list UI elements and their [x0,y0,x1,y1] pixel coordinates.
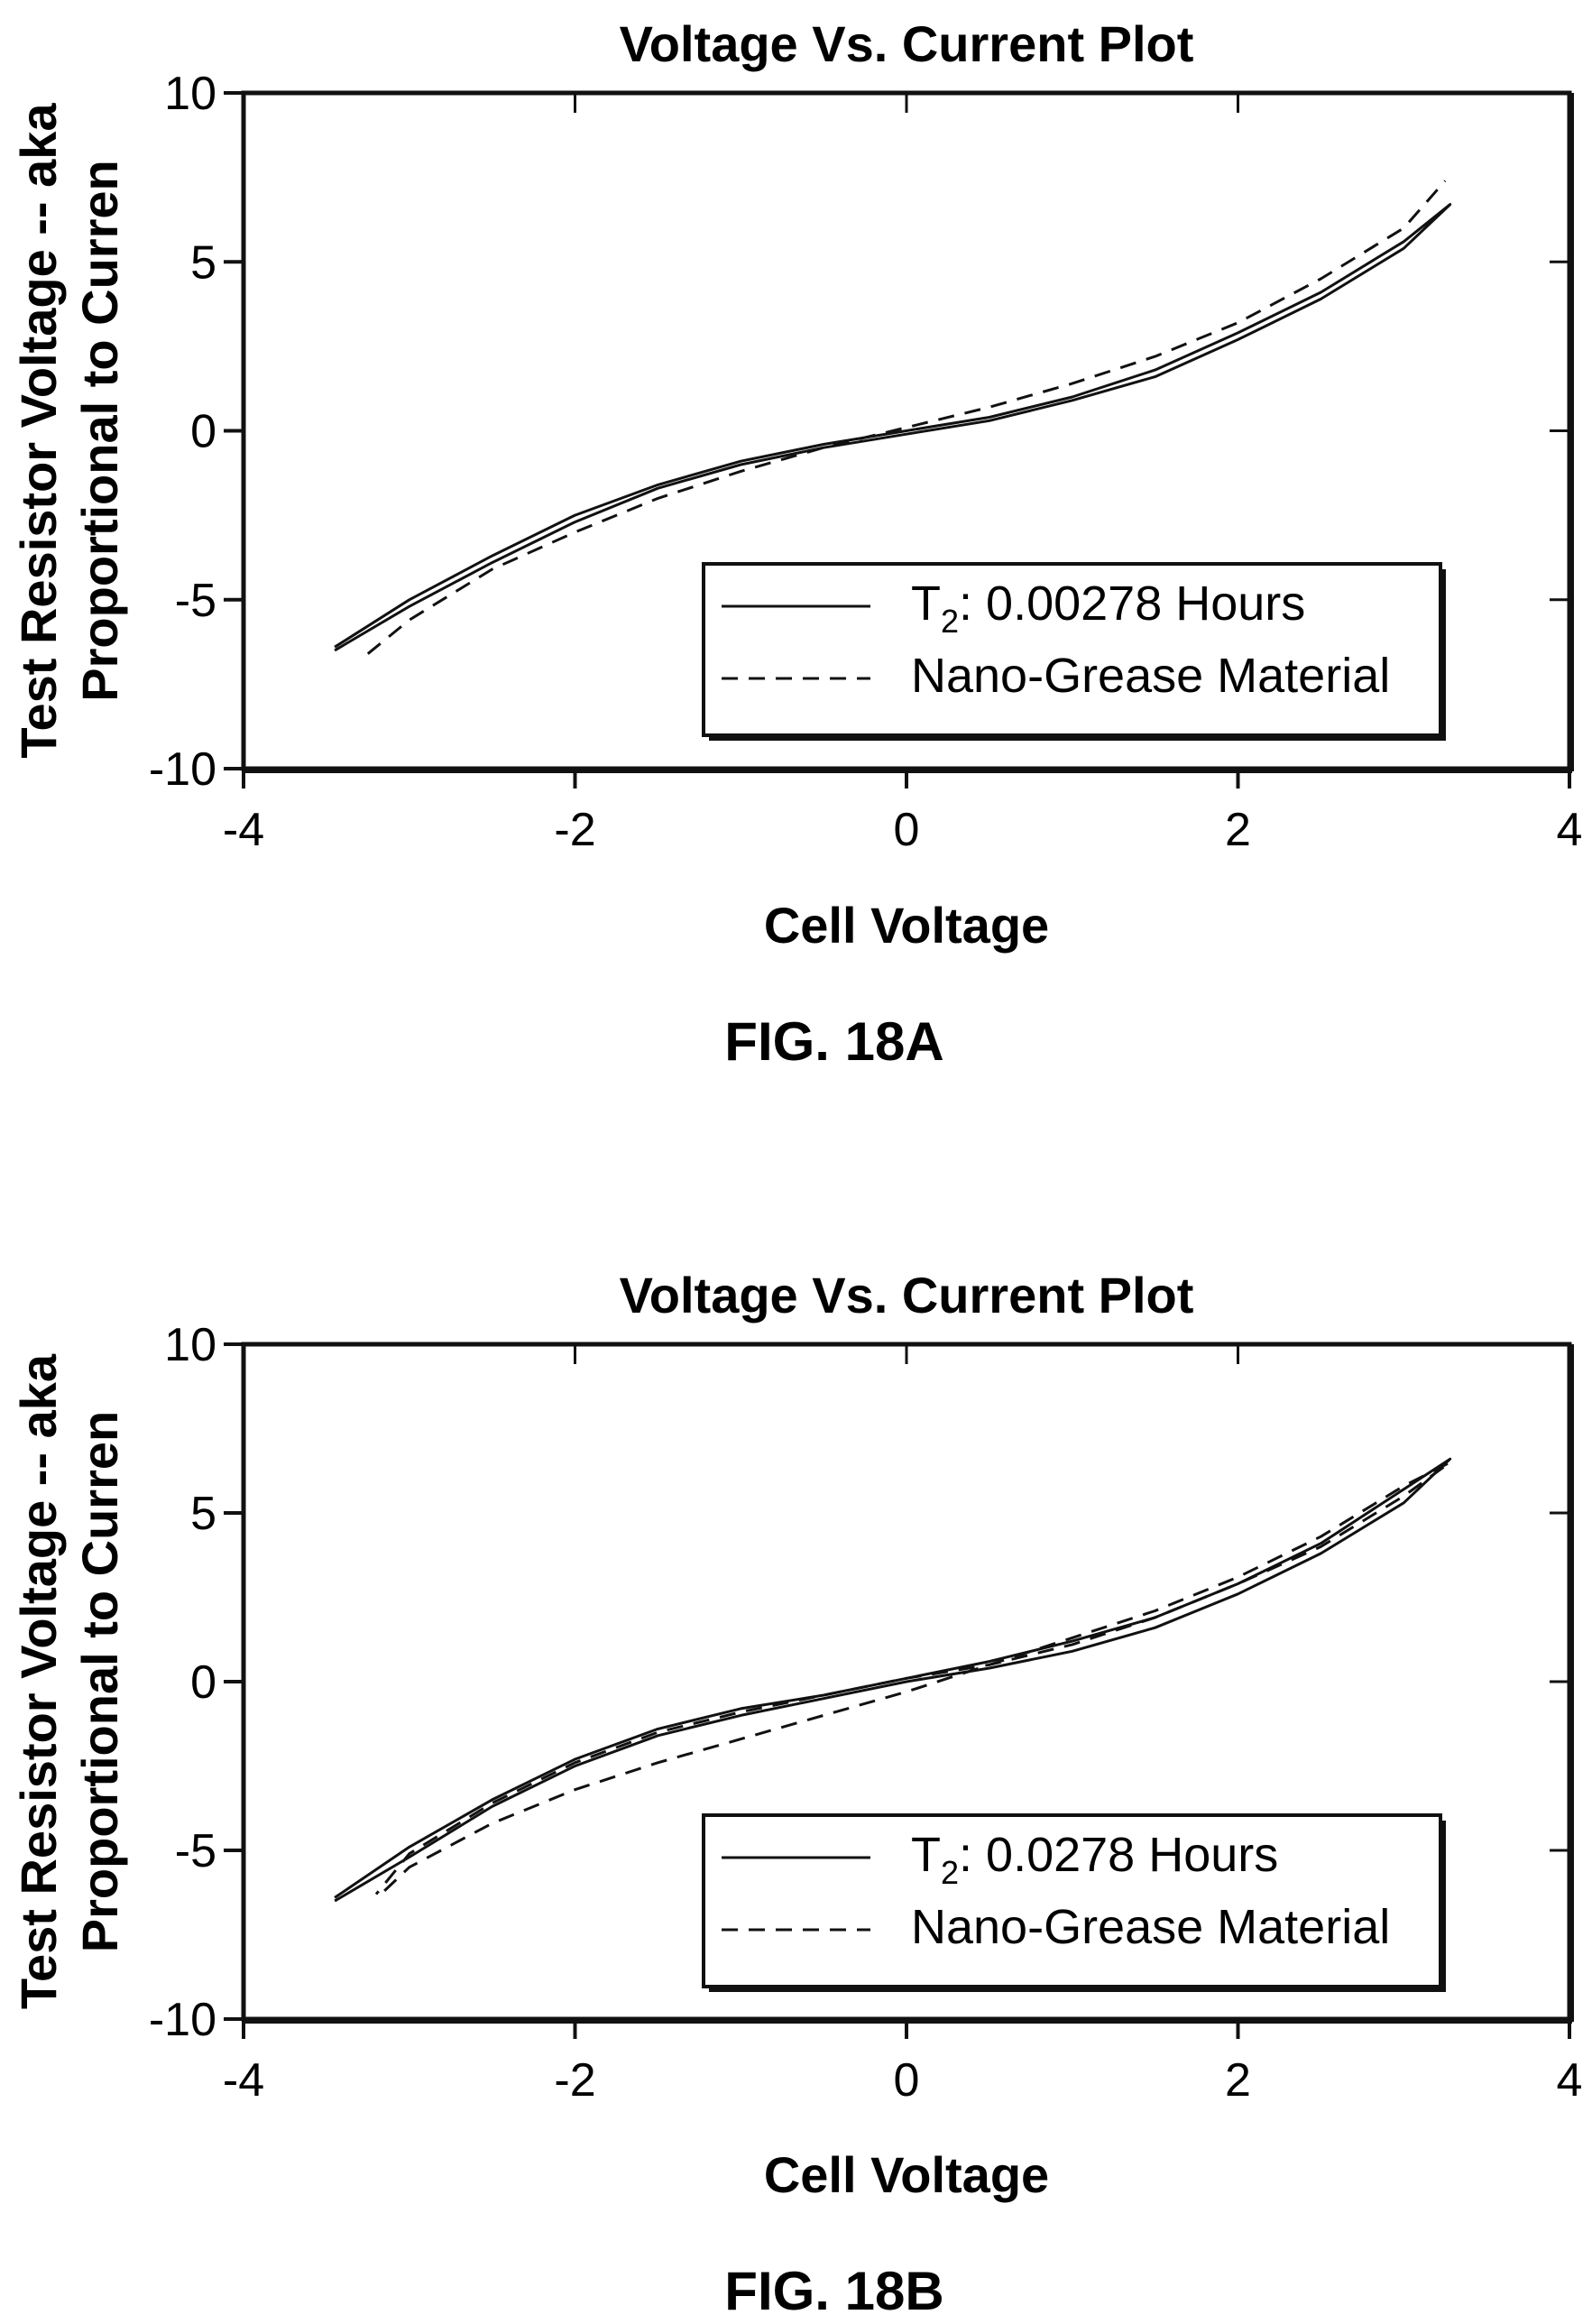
figure-label: FIG. 18B [724,2261,943,2321]
x-tick-label: 4 [1557,804,1583,856]
x-tick-label: -2 [554,2054,595,2107]
x-tick-label: 2 [1225,804,1251,856]
legend-label-base: T [911,576,941,631]
x-axis-label: Cell Voltage [764,2146,1049,2203]
y-tick-label: 0 [190,406,216,458]
legend-label-dashed: Nano-Grease Material [911,1900,1390,1954]
x-tick-label: 2 [1225,2054,1251,2107]
y-axis-label-line1: Test Resistor Voltage -- aka [10,103,67,759]
chart-title: Voltage Vs. Current Plot [620,1267,1194,1323]
legend-label-solid: T2: 0.00278 Hours [911,576,1305,640]
y-tick-label: 5 [190,1488,216,1540]
x-tick-label: 0 [894,2054,920,2107]
y-tick-label: -5 [175,1825,216,1877]
legend-label-rest: : 0.0278 Hours [959,1828,1278,1882]
y-tick-label: -5 [175,575,216,627]
y-tick-label: 0 [190,1656,216,1709]
legend-label-rest: : 0.00278 Hours [959,576,1305,631]
y-tick-label: 5 [190,236,216,289]
series-line-nano-grease [374,1461,1452,1895]
y-tick-label: 10 [164,1319,216,1371]
x-tick-label: -4 [223,2054,264,2107]
x-tick-label: 0 [894,804,920,856]
y-tick-label: -10 [149,743,216,796]
legend-label-subscript: 2 [941,1854,959,1891]
x-tick-label: -4 [223,804,264,856]
series-line-solid [334,1457,1452,1903]
x-axis-label: Cell Voltage [764,897,1049,954]
y-tick-label: 10 [164,68,216,120]
y-tick-label: -10 [149,1994,216,2046]
y-axis-label-line2: Proportional to Curren [71,160,128,701]
y-axis-label-line1: Test Resistor Voltage -- aka [10,1353,67,2009]
x-tick-label: 4 [1557,2054,1583,2107]
figure-label: FIG. 18A [724,1011,943,1072]
chart-title: Voltage Vs. Current Plot [620,15,1194,72]
legend-box [702,1813,1442,1988]
legend-label-solid: T2: 0.0278 Hours [911,1828,1278,1891]
x-tick-label: -2 [554,804,595,856]
legend-label-subscript: 2 [941,603,959,640]
legend-box [702,562,1442,737]
y-axis-label-line2: Proportional to Curren [71,1411,128,1952]
legend-label-dashed: Nano-Grease Material [911,649,1390,703]
chart-2: Voltage Vs. Current Plot 10 5 0 -5 -10-4 -2 0 2 4… [10,1267,1582,2321]
series-line-solid [334,203,1452,652]
legend-label-base: T [911,1828,941,1882]
chart-1: Voltage Vs. Current Plot 10 5 0 -5 -10-4 -2 0 2 4… [10,15,1582,1072]
